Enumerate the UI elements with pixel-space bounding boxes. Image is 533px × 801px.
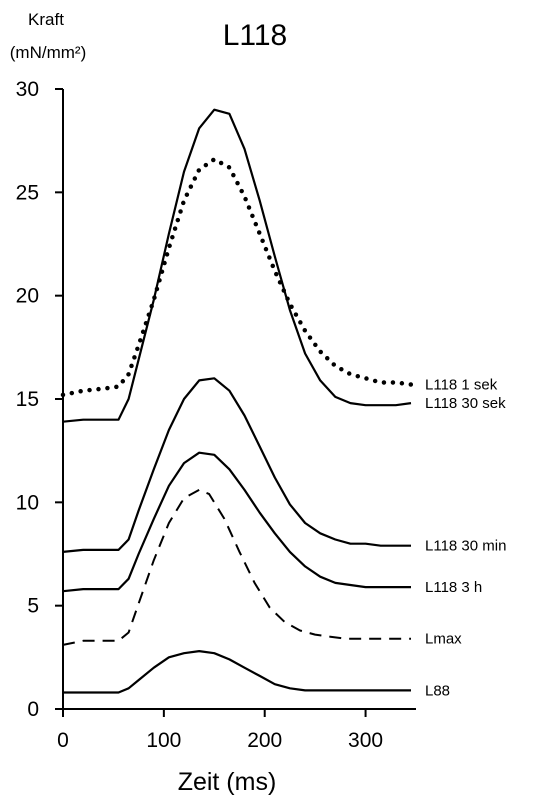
series-line-6: [63, 650, 411, 694]
x-tick-label: 0: [57, 729, 69, 752]
chart-title: L118: [223, 19, 288, 52]
y-tick-label: 25: [16, 181, 39, 204]
series-label-3: L118 30 min: [425, 538, 506, 555]
y-axis-label-line1: Kraft: [28, 10, 64, 29]
x-tick-label: 100: [146, 729, 181, 752]
series-label-1: L118 1 sek: [425, 377, 498, 394]
series-lines: [60, 108, 414, 694]
x-axis-ticks: 0 100 200 300: [57, 709, 383, 752]
y-tick-label: 15: [16, 388, 39, 411]
series-line-1: [60, 157, 414, 398]
series-label-5: Lmax: [425, 631, 462, 648]
y-tick-label: 10: [16, 491, 39, 514]
y-tick-label: 20: [16, 285, 39, 308]
x-axis-label: Zeit (ms): [178, 768, 277, 796]
y-axis-ticks: 0 5 10 15 20 25 30: [16, 78, 63, 721]
x-tick-label: 300: [348, 729, 383, 752]
y-axis-label-line2: (mN/mm²): [10, 43, 86, 62]
y-tick-label: 0: [27, 698, 39, 721]
series-line-3: [62, 377, 411, 553]
series-line-5: [62, 488, 411, 646]
series-line-4: [62, 451, 411, 593]
series-label-2: L118 30 sek: [425, 395, 506, 412]
series-line-2: [62, 108, 412, 423]
x-tick-label: 200: [247, 729, 282, 752]
y-tick-label: 5: [27, 595, 39, 618]
series-label-4: L118 3 h: [425, 579, 482, 596]
y-tick-label: 30: [16, 78, 39, 101]
series-label-6: L88: [425, 682, 450, 699]
